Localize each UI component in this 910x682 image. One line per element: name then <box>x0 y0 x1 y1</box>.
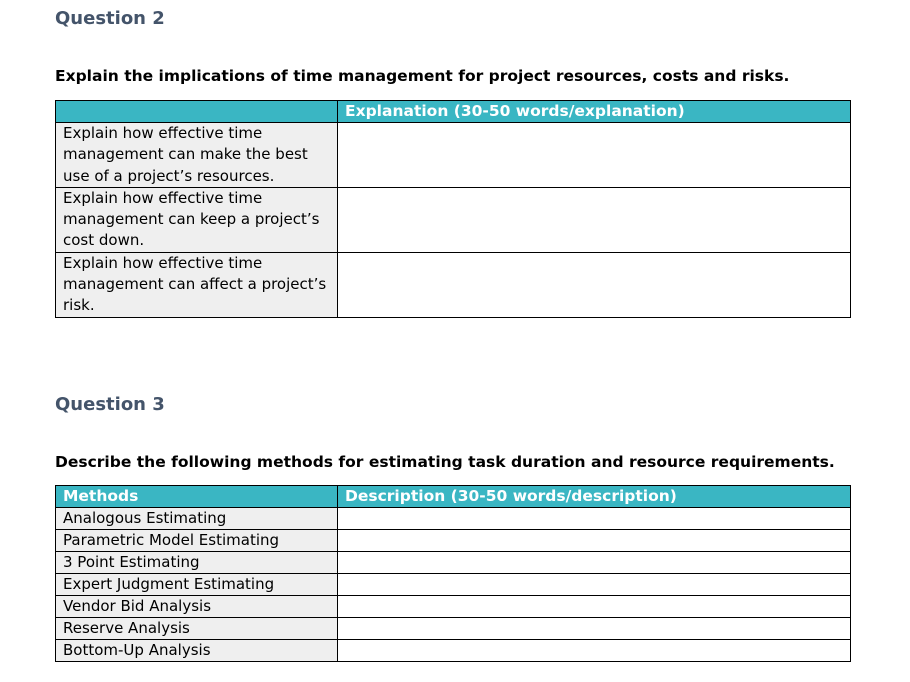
question2-instruction: Explain the implications of time managem… <box>55 67 790 85</box>
question2-table-header-row: Explanation (30-50 words/explanation) <box>55 100 851 123</box>
q2-prompt-costs: Explain how effective time management ca… <box>55 186 338 253</box>
question2-table: Explanation (30-50 words/explanation) Ex… <box>55 100 851 318</box>
q3-description-expert-judgment-cell[interactable] <box>337 572 851 596</box>
q3-method-bottom-up: Bottom-Up Analysis <box>55 638 338 662</box>
question3-instruction: Describe the following methods for estim… <box>55 452 835 471</box>
q3-description-parametric-cell[interactable] <box>337 528 851 552</box>
q2-header-blank-cell <box>55 100 338 123</box>
q2-prompt-risks: Explain how effective time management ca… <box>55 251 338 318</box>
q3-method-parametric: Parametric Model Estimating <box>55 528 338 552</box>
table-row: Explain how effective time management ca… <box>55 186 851 253</box>
table-row: 3 Point Estimating <box>55 550 851 574</box>
question2-section: Question 2 Explain the implications of t… <box>55 8 851 318</box>
table-row: Parametric Model Estimating <box>55 528 851 552</box>
table-row: Bottom-Up Analysis <box>55 638 851 662</box>
q3-description-vendor-bid-cell[interactable] <box>337 594 851 618</box>
q3-method-expert-judgment: Expert Judgment Estimating <box>55 572 338 596</box>
q2-answer-risks-cell[interactable] <box>337 251 851 318</box>
table-row: Analogous Estimating <box>55 506 851 530</box>
question2-heading: Question 2 <box>55 8 165 29</box>
q3-header-methods: Methods <box>55 484 338 508</box>
q3-description-analogous-cell[interactable] <box>337 506 851 530</box>
q3-header-description: Description (30-50 words/description) <box>337 484 851 508</box>
q3-description-bottom-up-cell[interactable] <box>337 638 851 662</box>
table-row: Explain how effective time management ca… <box>55 251 851 318</box>
q3-description-3point-cell[interactable] <box>337 550 851 574</box>
document-page: Question 2 Explain the implications of t… <box>55 8 851 662</box>
q3-method-reserve: Reserve Analysis <box>55 616 338 640</box>
q2-answer-resources-cell[interactable] <box>337 122 851 188</box>
question3-table-header-row: Methods Description (30-50 words/descrip… <box>55 484 851 508</box>
table-row: Vendor Bid Analysis <box>55 594 851 618</box>
question3-table: Methods Description (30-50 words/descrip… <box>55 484 851 662</box>
table-row: Explain how effective time management ca… <box>55 122 851 188</box>
q3-method-3point: 3 Point Estimating <box>55 550 338 574</box>
question3-section: Question 3 Describe the following method… <box>55 393 851 662</box>
table-row: Reserve Analysis <box>55 616 851 640</box>
q2-header-explanation: Explanation (30-50 words/explanation) <box>337 100 851 123</box>
q3-method-analogous: Analogous Estimating <box>55 506 338 530</box>
table-row: Expert Judgment Estimating <box>55 572 851 596</box>
q3-method-vendor-bid: Vendor Bid Analysis <box>55 594 338 618</box>
q3-description-reserve-cell[interactable] <box>337 616 851 640</box>
question3-heading: Question 3 <box>55 393 165 415</box>
q2-answer-costs-cell[interactable] <box>337 186 851 253</box>
q2-prompt-resources: Explain how effective time management ca… <box>55 122 338 188</box>
